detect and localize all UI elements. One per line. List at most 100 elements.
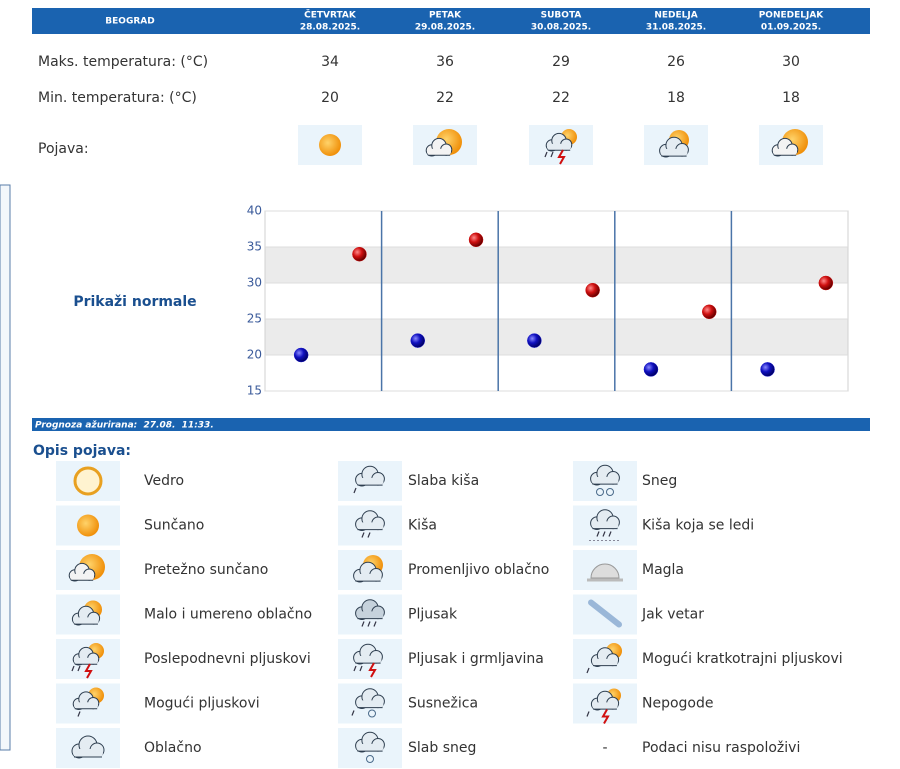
- max-temp: 30: [782, 54, 800, 70]
- cloud-base: [592, 702, 618, 710]
- cloud-base: [356, 743, 384, 752]
- legend-label: Magla: [642, 562, 684, 578]
- bolt: [84, 663, 93, 679]
- legend-label: Slaba kiša: [408, 473, 479, 489]
- day-name: NEDELJA: [654, 11, 697, 21]
- bolt: [368, 662, 377, 678]
- plot-frame: [264, 210, 849, 392]
- legend-label: Malo i umereno oblačno: [144, 607, 312, 623]
- weather-icon: [573, 550, 637, 590]
- grid-band: [265, 319, 848, 355]
- legend-label: Podaci nisu raspoloživi: [642, 740, 800, 756]
- legend-label: Oblačno: [144, 740, 202, 756]
- legend-label: Pretežno sunčano: [144, 562, 268, 578]
- bolt: [557, 149, 566, 165]
- legend-label: Sunčano: [144, 518, 204, 534]
- point: [760, 362, 775, 377]
- cloud-base: [74, 657, 98, 665]
- flake: [366, 755, 374, 763]
- normals-link[interactable]: Prikaži normale: [73, 294, 196, 310]
- weather-icon: [56, 550, 120, 590]
- cloud-base: [591, 476, 619, 485]
- drop: [602, 531, 606, 537]
- min-temp: 22: [552, 90, 570, 106]
- drop: [351, 710, 355, 716]
- weather-icon: [56, 594, 120, 635]
- weather-icon: [56, 683, 120, 724]
- max-label: Maks. temperatura: (°C): [38, 54, 208, 70]
- point: [818, 275, 834, 291]
- cloud-base: [591, 521, 619, 529]
- drop: [77, 711, 81, 717]
- cloud-base: [427, 148, 451, 156]
- weather-icon: [338, 683, 402, 724]
- point: [410, 333, 425, 348]
- drop: [359, 665, 363, 672]
- drop: [353, 665, 357, 672]
- legend-label: Vedro: [144, 473, 184, 489]
- cloud-base: [773, 148, 797, 156]
- drop: [373, 621, 377, 627]
- weather-icon: [298, 125, 362, 165]
- flake: [368, 709, 376, 718]
- legend-label: Poslepodnevni pljuskovi: [144, 651, 311, 667]
- y-tick-label: 15: [247, 384, 262, 398]
- max-temp: 29: [552, 54, 570, 70]
- weather-icon: [338, 505, 402, 546]
- weather-icon: [573, 461, 637, 501]
- point: [293, 347, 309, 363]
- weather-icon: [338, 594, 402, 635]
- min-temp: 20: [321, 90, 339, 106]
- weather-icon: [56, 505, 120, 546]
- condition-label: Pojava:: [38, 141, 89, 157]
- drop: [586, 667, 590, 674]
- weather-icon: [338, 550, 402, 590]
- cloud-base: [73, 749, 103, 757]
- y-tick-label: 35: [247, 240, 262, 254]
- min-temp: 22: [436, 90, 454, 106]
- flake: [596, 488, 604, 496]
- cloud-base: [547, 143, 571, 151]
- legend-label: Nepogode: [642, 696, 714, 712]
- footer-bar: [32, 418, 870, 431]
- updated: Prognoza ažurirana: 27.08. 11:33.: [35, 421, 214, 431]
- point: [701, 304, 717, 320]
- point: [468, 232, 484, 248]
- weather-icon: [56, 639, 120, 679]
- weather-icon: [56, 728, 120, 768]
- weather-icon: [644, 125, 708, 165]
- cloud-base: [356, 477, 384, 486]
- max-temp: 36: [436, 54, 454, 70]
- legend-label: Jak vetar: [641, 607, 704, 623]
- point: [352, 246, 367, 262]
- weather-icon: [759, 125, 823, 165]
- header-bar: [32, 8, 870, 34]
- legend-label: Pljusak i grmljavina: [408, 651, 544, 667]
- weather-icon: [573, 505, 637, 546]
- day-date: 30.08.2025.: [531, 23, 591, 33]
- drop: [367, 621, 371, 627]
- weather-icon: [56, 461, 120, 501]
- weather-icon: [573, 683, 637, 724]
- point: [643, 362, 659, 377]
- cloud-base: [354, 655, 382, 664]
- y-tick-label: 30: [247, 276, 262, 290]
- y-tick-label: 20: [247, 348, 262, 362]
- day-name: PONEDELJAK: [759, 11, 825, 21]
- bolt: [601, 709, 610, 724]
- legend-label: Pljusak: [408, 607, 458, 623]
- wind: [588, 599, 622, 628]
- cloud-base: [73, 617, 99, 625]
- max-temp: 34: [321, 54, 339, 70]
- day-date: 28.08.2025.: [300, 23, 360, 33]
- day-name: ČETVRTAK: [304, 9, 357, 21]
- legend-label: Kiša: [408, 518, 437, 534]
- day-name: PETAK: [429, 11, 462, 21]
- fog: [590, 563, 620, 579]
- cloud-base: [592, 658, 618, 666]
- min-temp: 18: [782, 90, 800, 106]
- cloud-base: [356, 700, 384, 708]
- drop: [367, 532, 371, 538]
- weather-icon: [573, 594, 637, 635]
- city: BEOGRAD: [105, 17, 154, 27]
